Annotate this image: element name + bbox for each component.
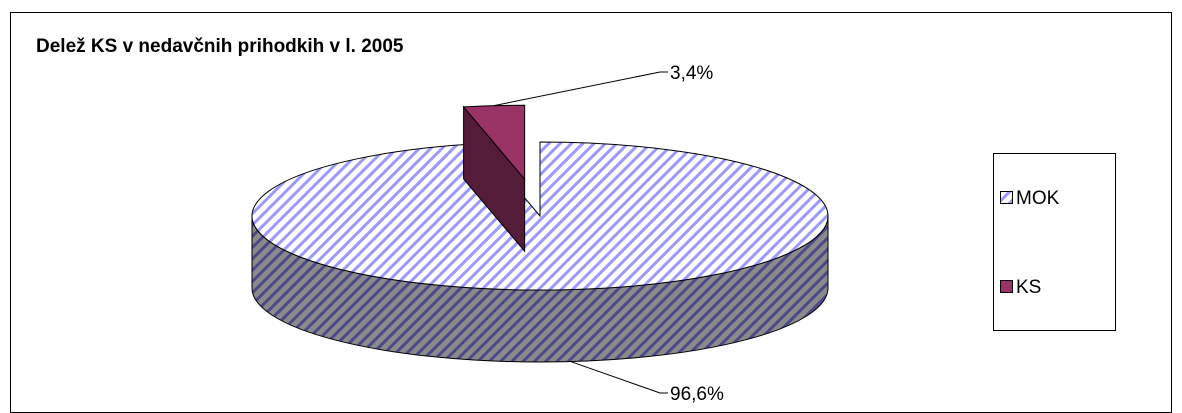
chart-title: Delež KS v nedavčnih prihodkih v l. 2005	[36, 36, 404, 57]
leader-line	[570, 361, 668, 394]
leader-line	[493, 71, 668, 107]
legend-label: MOK	[1016, 188, 1060, 209]
legend-swatch	[1000, 191, 1013, 204]
pie-slice	[251, 141, 829, 291]
legend-swatch	[1000, 280, 1013, 293]
legend-box	[993, 153, 1116, 331]
data-label: 96,6%	[670, 384, 724, 405]
data-label: 3,4%	[670, 63, 713, 84]
legend-label: KS	[1016, 277, 1041, 298]
